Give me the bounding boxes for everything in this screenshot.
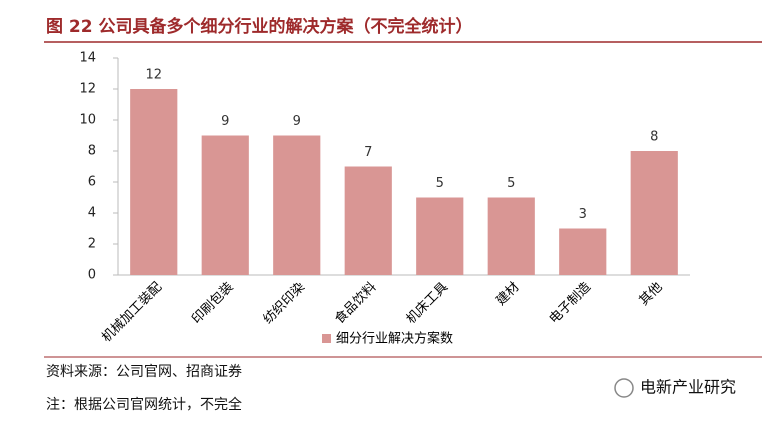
x-tick-label: 纺织印染 bbox=[261, 280, 308, 327]
y-tick-label: 6 bbox=[88, 175, 96, 190]
y-tick-label: 8 bbox=[88, 144, 96, 159]
value-label: 7 bbox=[364, 145, 372, 160]
bar bbox=[630, 151, 678, 275]
y-tick-label: 14 bbox=[79, 51, 96, 66]
x-tick-label: 机床工具 bbox=[404, 280, 451, 327]
y-tick-label: 4 bbox=[88, 206, 96, 221]
note: 注：根据公司官网统计，不完全 bbox=[46, 396, 242, 413]
y-tick-label: 12 bbox=[79, 82, 96, 97]
x-tick-label: 食品饮料 bbox=[331, 279, 379, 327]
value-label: 5 bbox=[507, 176, 515, 191]
bar bbox=[273, 135, 321, 275]
x-tick-label: 建材 bbox=[494, 280, 523, 309]
bar bbox=[130, 89, 178, 275]
value-label: 3 bbox=[579, 207, 587, 222]
bar bbox=[201, 135, 249, 275]
legend-label: 细分行业解决方案数 bbox=[336, 331, 453, 347]
value-label: 12 bbox=[145, 68, 162, 83]
bar bbox=[559, 228, 607, 275]
y-tick-label: 2 bbox=[88, 237, 96, 252]
x-tick-label: 机械加工装配 bbox=[99, 280, 165, 346]
value-label: 9 bbox=[221, 114, 229, 129]
bar bbox=[487, 197, 535, 275]
source: 资料来源：公司官网、招商证券 bbox=[46, 364, 242, 380]
bar bbox=[344, 166, 392, 275]
watermark-icon bbox=[614, 378, 634, 398]
legend-swatch bbox=[322, 334, 331, 343]
value-label: 5 bbox=[436, 176, 444, 191]
value-label: 8 bbox=[650, 130, 658, 145]
y-tick-label: 10 bbox=[79, 113, 96, 128]
chart-title: 图 22 公司具备多个细分行业的解决方案（不完全统计） bbox=[46, 16, 473, 37]
y-tick-label: 0 bbox=[88, 268, 96, 283]
watermark: 电新产业研究 bbox=[640, 378, 736, 397]
x-tick-label: 印刷包装 bbox=[189, 280, 236, 327]
value-label: 9 bbox=[293, 114, 301, 129]
bar bbox=[416, 197, 464, 275]
x-tick-label: 其他 bbox=[637, 280, 666, 309]
x-tick-label: 电子制造 bbox=[547, 280, 594, 327]
